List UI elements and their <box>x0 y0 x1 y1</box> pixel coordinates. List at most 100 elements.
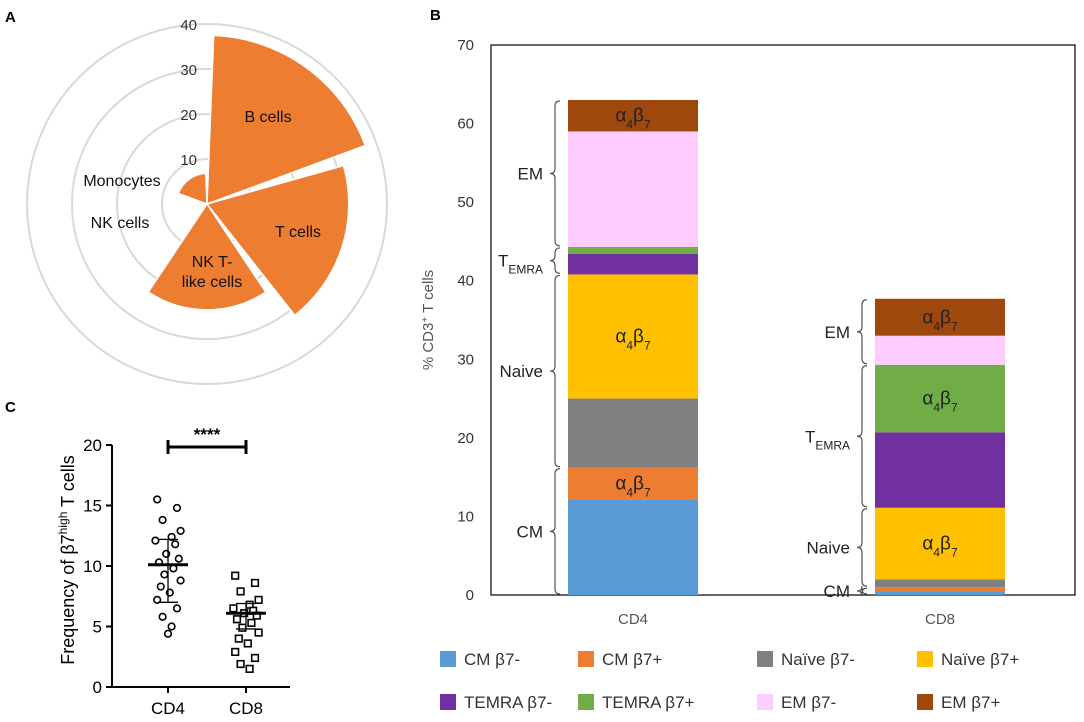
legend: CM β7- CM β7+ Naïve β7- Naïve β7+ TEMRA β7- T… <box>440 650 1019 712</box>
legend-swatch-na-ve-7 <box>917 651 933 667</box>
point-cd4-17 <box>158 612 167 621</box>
annotation-cd4-em-7: α4β7 <box>615 106 651 132</box>
annotation-symbol: β <box>940 534 951 555</box>
annotation-symbol: α <box>922 307 933 328</box>
point-cd4-12 <box>176 576 185 585</box>
bar-cd4-na-ve-7 <box>568 398 698 468</box>
point-cd4-6 <box>171 540 180 549</box>
polar-label-t-cells: T cells <box>275 224 321 241</box>
bar-cd8-cm-7 <box>875 587 1005 592</box>
wedge-b-cells <box>206 34 367 206</box>
annotation-symbol: α <box>922 534 933 555</box>
point-cd4-4 <box>167 532 176 542</box>
legend-swatch-temra-7 <box>578 694 594 710</box>
label-line: NK T- <box>192 254 233 271</box>
point-cd4-18 <box>167 622 176 631</box>
legend-label-cm-7: CM β7- <box>464 650 520 669</box>
label-line: T cells <box>275 224 321 241</box>
point-cd4-15 <box>153 595 162 604</box>
y-axis-ticks: 0 10 20 30 40 50 60 70 <box>457 37 474 604</box>
annotation-subscript: 4 <box>626 339 633 353</box>
polar-label-nk-cells: NK cells <box>91 215 150 232</box>
point-cd8-12 <box>254 628 263 637</box>
wedge-monocytes <box>177 172 208 206</box>
legend-swatch-na-ve-7 <box>757 651 773 667</box>
point-cd8-18 <box>245 664 254 673</box>
point-cd8-16 <box>250 653 260 663</box>
point-cd8-10 <box>247 618 256 627</box>
group-label-cd8-cm: CM <box>824 582 850 601</box>
annotation-subscript: 4 <box>933 401 940 415</box>
polar-label-monocytes: Monocytes <box>83 173 160 190</box>
y-tick-20: 20 <box>83 436 102 455</box>
bracket-cd4-1 <box>549 274 561 468</box>
annotation-symbol: β <box>633 106 644 127</box>
annotation-subscript: 4 <box>933 546 940 560</box>
point-cd8-1 <box>250 578 260 588</box>
legend-label-na-ve-7: Naïve β7+ <box>941 650 1019 669</box>
point-cd8-9 <box>232 615 242 624</box>
y-axis-label: Frequency of β7high T cells <box>56 455 78 664</box>
annotation-symbol: α <box>615 106 626 127</box>
bracket-cd4-3 <box>549 100 561 247</box>
legend-swatch-temra-7 <box>440 694 456 710</box>
data-points <box>151 495 263 673</box>
y-tick-10: 10 <box>83 557 102 576</box>
x-category-cd4: CD4 <box>151 699 185 718</box>
bracket-cd8-1 <box>856 508 868 587</box>
annotation-symbol: α <box>922 389 933 410</box>
legend-swatch-cm-7 <box>578 651 594 667</box>
annotation-cd4-na-ve-7: α4β7 <box>615 327 651 353</box>
y-tick-10: 10 <box>457 508 474 525</box>
legend-swatch-em-7 <box>757 694 773 710</box>
panel-letter-b: B <box>430 7 441 24</box>
bracket-cd4-2 <box>549 247 561 275</box>
radial-tick-40: 40 <box>180 17 197 34</box>
bracket-cd4-0 <box>549 468 561 595</box>
bar-cd8-na-ve-7 <box>875 507 1005 580</box>
bar-cd8-na-ve-7 <box>875 579 1005 588</box>
polar-tick-labels: 10 20 30 40 <box>180 17 197 169</box>
point-cd8-3 <box>254 595 263 604</box>
annotation-subscript: 7 <box>951 319 958 333</box>
point-cd8-2 <box>236 587 245 596</box>
y-tick-60: 60 <box>457 116 474 133</box>
bar-cd8-cm-7 <box>875 591 1005 595</box>
annotation-symbol: β <box>633 473 644 494</box>
point-cd4-19 <box>163 629 173 638</box>
point-cd8-11 <box>238 623 247 632</box>
bar-cd8-em-7 <box>875 298 1005 336</box>
group-label-cd4-naive: Naive <box>500 362 543 381</box>
annotation-subscript: 4 <box>626 485 633 499</box>
legend-label-cm-7: CM β7+ <box>602 650 662 669</box>
legend-label-em-7: EM β7- <box>781 693 836 712</box>
panel-c-scatter-chart: 0 5 10 15 20 CD4 CD8 Frequency of β7high T cel… <box>56 425 290 718</box>
significance-bracket: **** <box>166 425 248 454</box>
polar-wedges <box>147 34 367 317</box>
label-line: like cells <box>182 274 242 291</box>
legend-swatch-cm-7 <box>440 651 456 667</box>
y-tick-15: 15 <box>83 497 102 516</box>
group-label-cd8-naive: Naive <box>807 538 850 557</box>
group-label-cd4-em: EM <box>518 164 544 183</box>
point-cd8-13 <box>234 634 243 643</box>
point-cd4-3 <box>176 526 185 536</box>
label-line: B cells <box>244 109 291 126</box>
wedge-nk-t-like-cells <box>147 202 267 311</box>
annotation-cd8-na-ve-7: α4β7 <box>922 534 958 560</box>
y-axis-label: % CD3+ T cells <box>420 270 438 370</box>
bar-segments <box>568 100 1005 595</box>
legend-label-temra-7: TEMRA β7- <box>464 693 552 712</box>
annotation-symbol: β <box>940 307 951 328</box>
plot-frame <box>490 44 1076 596</box>
annotation-symbol: α <box>615 327 626 348</box>
group-label-cd4-cm: CM <box>517 522 543 541</box>
bar-cd4-temra-7 <box>568 254 698 275</box>
polar-category-labels: B cells T cells NK T-like cells NK cells Mon… <box>83 109 321 291</box>
x-category-cd8: CD8 <box>229 699 263 718</box>
legend-label-temra-7: TEMRA β7+ <box>602 693 695 712</box>
bracket-cd8-3 <box>856 299 868 365</box>
legend-label-na-ve-7: Naïve β7- <box>781 650 855 669</box>
